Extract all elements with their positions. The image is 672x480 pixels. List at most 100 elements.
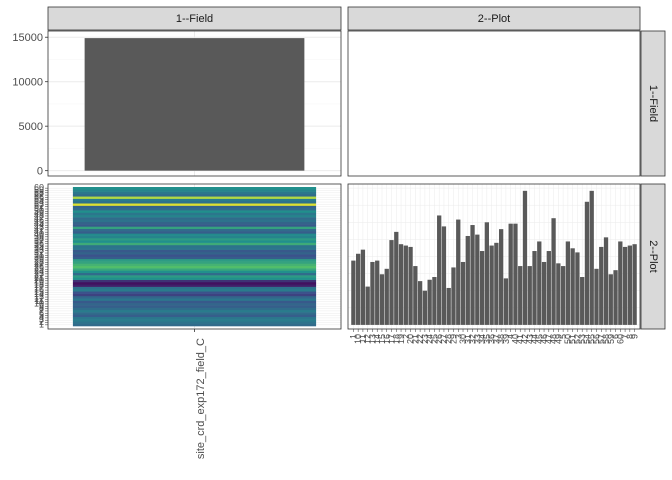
panel-3-bar [356, 253, 361, 325]
panel-2-y-tick-label: 6 [39, 308, 44, 318]
panel-3-bar [508, 223, 513, 325]
heatmap-tile [72, 203, 317, 206]
panel-3-bar [484, 222, 489, 325]
panel-3-bar [580, 277, 585, 325]
heatmap-tile [72, 231, 317, 234]
heatmap-tile [72, 277, 317, 280]
panel-3-x-tick-label: 27 [439, 334, 449, 344]
panel-3-bar [413, 266, 418, 325]
heatmap-tile [72, 212, 317, 216]
panel-2-y-tick-label: 22 [34, 271, 44, 281]
panel-3-x-tick-label: 30 [458, 334, 468, 344]
heatmap-tile [72, 200, 317, 204]
panel-2-y-tick-label: 5 [39, 310, 44, 320]
panel-3-x-tick-label: 47 [544, 334, 554, 344]
panel-2-y-tick-label: 23 [34, 268, 44, 278]
heatmap-tile [72, 258, 317, 262]
heatmap-tile [72, 319, 317, 322]
heatmap-tile [72, 244, 317, 248]
panel-3-x-tick-label: 15 [377, 334, 387, 344]
panel-3-bar [351, 260, 356, 325]
heatmap-tile [72, 237, 317, 241]
panel-1-y-tick-label: 5000 [19, 121, 43, 133]
panel-2-y-tick-label: 37 [34, 236, 44, 246]
panel-2-y-tick-label: 31 [34, 250, 44, 260]
panel-3-x-tick-label: 55 [587, 334, 597, 344]
heatmap-tile [72, 279, 317, 283]
panel-field-plot-heatmap: 1234567891011121314151617181920212223242… [34, 183, 342, 332]
panel-2-y-tick-label: 40 [34, 229, 44, 239]
panel-3-x-tick-label: 49 [553, 334, 563, 344]
panel-3-x-tick-label: 52 [572, 334, 582, 344]
panel-2-y-tick-label: 51 [34, 204, 44, 214]
strip-row-2-bg [640, 183, 666, 330]
panel-plot-plot: 1101112131415161718192202122232425262728… [347, 183, 641, 344]
panel-3-x-tick-label: 24 [425, 334, 435, 344]
panel-2-y-tick-label: 15 [34, 287, 44, 297]
heatmap-tile [72, 268, 317, 271]
panel-3-x-tick-label: 28 [444, 334, 454, 344]
heatmap-tile [72, 323, 317, 327]
panel-3-bar [475, 234, 480, 325]
panel-3-bar [575, 252, 580, 325]
panel-3-bar [532, 251, 537, 325]
heatmap-x-tick-label: site_crd_exp172_field_C [195, 338, 207, 459]
heatmap-tile [72, 312, 317, 315]
heatmap-tile [72, 284, 317, 287]
heatmap-tile [72, 226, 317, 229]
panel-2-y-tick-label: 8 [39, 303, 44, 313]
heatmap-tile [72, 242, 317, 246]
panel-3-x-tick-label: 7 [620, 334, 630, 339]
panel-1-bar [84, 38, 305, 171]
panel-3-x-tick-label: 53 [577, 334, 587, 344]
heatmap-tile [72, 309, 317, 313]
panel-2-y-tick-label: 36 [34, 238, 44, 248]
panel-2-y-tick-label: 58 [34, 187, 44, 197]
heatmap-tile [72, 207, 317, 211]
panel-2-y-tick-label: 45 [34, 217, 44, 227]
panel-3-x-tick-label: 42 [520, 334, 530, 344]
strip-col-1-bg [47, 6, 342, 31]
panel-3-bar [460, 261, 466, 325]
panel-1-border [47, 30, 342, 177]
panel-3-x-tick-label: 57 [596, 334, 606, 344]
panel-3-bar [599, 246, 604, 325]
strip-row-1-label: 1--Field [647, 85, 659, 122]
panel-3-bar [603, 237, 609, 325]
panel-2-y-tick-label: 60 [34, 183, 44, 193]
panel-3-x-tick-label: 35 [482, 334, 492, 344]
panel-3-x-tick-label: 12 [363, 334, 373, 344]
heatmap-tile [72, 298, 317, 301]
strip-row-2-label: 2--Plot [647, 240, 659, 272]
panel-3-x-tick-label: 20 [406, 334, 416, 344]
panel-2-y-tick-label: 39 [34, 231, 44, 241]
strip-col-2-bg [347, 6, 641, 31]
heatmap-tile [72, 196, 317, 199]
heatmap-tile [72, 214, 317, 218]
panel-2-y-tick-label: 30 [34, 252, 44, 262]
panel-3-bar [503, 278, 509, 325]
panel-2-y-tick-label: 50 [34, 206, 44, 216]
panel-2-y-tick-label: 53 [34, 199, 44, 209]
panel-3-x-tick-label: 33 [472, 334, 482, 344]
panel-3-bar [518, 266, 523, 325]
panel-3-bar [432, 277, 437, 325]
panel-2-y-tick-label: 7 [39, 305, 44, 315]
panel-3-x-tick-label: 41 [515, 334, 525, 344]
panel-2-y-tick-label: 4 [39, 312, 44, 322]
panel-2-y-tick-label: 32 [34, 248, 44, 258]
panel-3-bar [375, 260, 380, 325]
heatmap-tile [72, 302, 317, 306]
panel-2-y-tick-label: 33 [34, 245, 44, 255]
panel-3-bar [584, 201, 590, 325]
panel-3-bar [446, 287, 451, 325]
panel-3-bar [427, 279, 432, 325]
panel-2-y-tick-label: 14 [34, 289, 44, 299]
panel-3-x-tick-label: 39 [501, 334, 511, 344]
panel-3-x-tick-label: 6 [611, 334, 621, 339]
heatmap-tile [72, 270, 317, 274]
panel-3-x-tick-label: 54 [582, 334, 592, 344]
panel-3-bar [570, 248, 575, 325]
panel-2-y-tick-label: 38 [34, 234, 44, 244]
panel-2-y-tick-label: 55 [34, 194, 44, 204]
